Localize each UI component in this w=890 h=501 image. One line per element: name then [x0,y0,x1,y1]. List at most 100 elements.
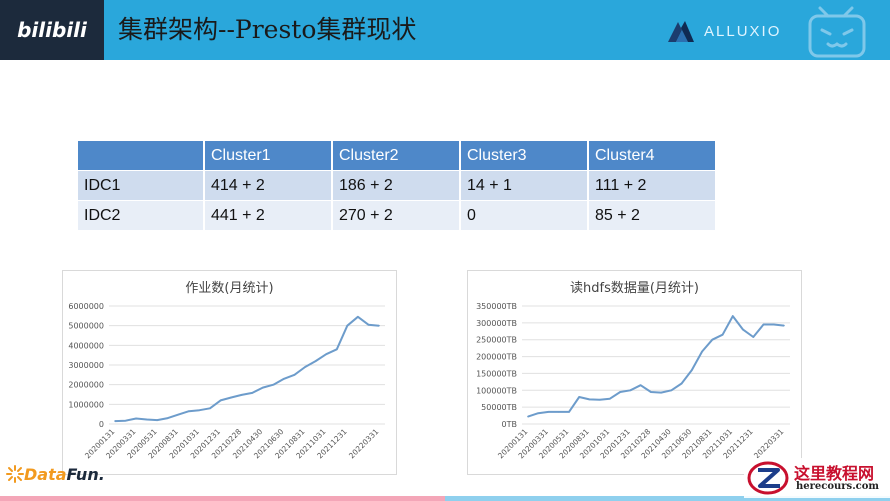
data-point [188,410,190,413]
data-point [691,369,693,371]
page-title: 集群架构--Presto集群现状 [118,15,417,44]
bilibili-logo: bilibili [0,0,104,60]
cluster-table: Cluster1 Cluster2 Cluster3 Cluster4 IDC1… [78,141,717,231]
data-point [293,374,296,376]
table-row: IDC1 414 + 2 186 + 2 14 + 1 111 + 2 [78,170,717,201]
y-tick-label: 200000TB [476,353,517,362]
chart-canvas: 0 1000000 2000000 3000000 4000000 5000000 6000… [68,302,385,461]
footer-bar-pink [0,496,445,501]
y-tick-label: 250000TB [476,336,517,345]
watermark-logo-icon [747,461,789,495]
datafun-logo: Data Fun. [6,462,105,486]
data-point [367,323,370,326]
data-point [537,412,540,415]
data-point [346,324,349,327]
y-tick-label: 100000TB [476,386,517,395]
data-point [145,418,148,421]
y-tick-label: 3000000 [68,361,104,370]
table-cell: 0 [460,200,589,231]
watermark[interactable]: 这里教程网 herecours.com [744,458,890,498]
data-point [598,398,601,401]
y-tick-label: 4000000 [68,341,104,350]
data-point [167,417,169,419]
chart-title: 读hdfs数据量(月统计) [570,281,699,296]
y-tick-label: 5000000 [68,322,104,331]
y-tick-label: 300000TB [476,319,517,328]
data-point [660,391,662,394]
table-cell: 414 + 2 [204,170,333,201]
data-point [568,411,570,413]
slide-header: bilibili 集群架构--Presto集群现状 ALLUXIO [0,0,890,60]
table-cell: 14 + 1 [460,170,589,201]
chart-canvas: 0TB 50000TB 100000TB 150000TB 200000TB 250000… [476,302,790,461]
data-point [304,366,306,368]
y-tick-label: 2000000 [68,381,104,390]
data-point [557,411,560,413]
data-point [721,333,724,336]
footer-bar-blue [445,496,890,501]
watermark-title: 这里教程网 [794,464,875,483]
table-header-cell: Cluster4 [588,141,717,171]
data-point [357,316,359,318]
table-cell: 270 + 2 [332,200,461,231]
table-cell: 111 + 2 [588,170,717,201]
jobs-line-chart: 作业数(月统计) 0 1000000 2000000 3000000 4000000 50… [62,270,397,475]
data-point [135,417,137,420]
data-point [680,382,683,385]
x-tick-label: 20220331 [347,427,381,461]
bilibili-tv-icon [808,6,866,58]
data-point [335,348,338,351]
y-tick-label: 6000000 [68,302,104,311]
data-point [578,396,580,398]
watermark-url: herecours.com [796,481,880,492]
data-point [639,384,642,387]
data-point [619,391,621,393]
hdfs-read-line-chart: 读hdfs数据量(月统计) 0TB 50000TB 100000TB 150000TB… [467,270,802,475]
alluxio-logo: ALLUXIO [666,16,781,46]
y-tick-label: 150000TB [476,369,517,378]
datafun-text-b: Fun. [66,464,105,484]
alluxio-mountain-icon [668,21,694,42]
y-tick-label: 350000TB [476,302,517,311]
table-header-cell [78,141,205,171]
y-tick-label: 1000000 [68,400,104,409]
datafun-burst-icon [6,465,24,483]
data-point [198,409,201,412]
chart-title: 作业数(月统计) [185,281,274,296]
data-point [156,419,159,421]
data-point [314,360,317,362]
data-point [124,419,127,422]
table-cell: 186 + 2 [332,170,461,201]
data-point [732,315,734,317]
data-point [262,386,264,389]
x-tick-label: 20220331 [752,427,786,461]
table-header-cell: Cluster2 [332,141,461,171]
table-header-cell: Cluster1 [204,141,333,171]
data-point [762,323,765,326]
data-point [670,389,673,392]
series-line [114,315,380,423]
data-point [609,397,611,400]
data-point [378,324,380,327]
y-tick-label: 0TB [502,420,517,429]
data-point [772,323,775,326]
data-point [283,377,285,380]
data-point [251,392,254,394]
table-cell: IDC1 [78,170,205,201]
data-point [783,324,785,327]
data-point [742,328,744,331]
data-point [114,420,116,422]
data-point [272,383,275,386]
data-point [752,336,755,338]
table-row: IDC2 441 + 2 270 + 2 0 85 + 2 [78,200,717,231]
data-point [325,353,328,355]
data-point [701,350,703,353]
data-point [219,399,222,402]
data-point [629,389,632,392]
y-tick-label: 0 [99,420,104,429]
data-point [711,338,714,341]
y-tick-label: 50000TB [481,403,517,412]
table-header-row: Cluster1 Cluster2 Cluster3 Cluster4 [78,141,717,171]
table-cell: 85 + 2 [588,200,717,231]
data-point [230,396,232,399]
